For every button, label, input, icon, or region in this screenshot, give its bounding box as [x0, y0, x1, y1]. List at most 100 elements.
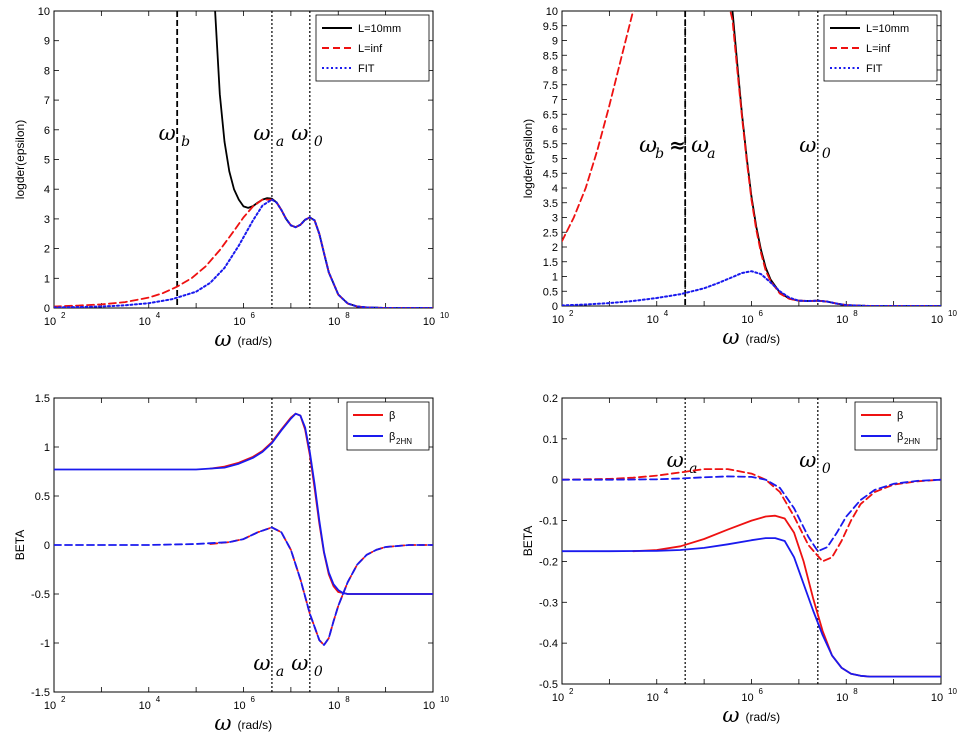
y-tick-label: 4.5 — [543, 168, 558, 180]
reference-line-label: ω — [799, 133, 816, 157]
x-axis-symbol: ω — [722, 703, 739, 727]
x-tick-exponent: 4 — [664, 687, 669, 696]
legend: L=10mm L=inf FIT — [823, 14, 938, 82]
legend-label: L=inf — [866, 43, 891, 55]
legend-label: L=10mm — [358, 23, 401, 35]
series-group — [54, 412, 433, 646]
reference-line-subscript: a — [689, 461, 697, 477]
x-tick-exponent: 8 — [345, 311, 350, 320]
reference-line-label: ω — [253, 121, 270, 145]
bottom-omega-label: ω — [253, 651, 270, 675]
y-tick-label: 7 — [44, 95, 50, 107]
y-axis-label: BETA — [13, 530, 27, 560]
series-line — [562, 468, 941, 563]
y-tick-label: 0.1 — [543, 434, 558, 446]
annotation-sub-a: a — [707, 146, 715, 162]
y-tick-label: 7 — [552, 95, 558, 107]
bottom-omega-label: ω — [291, 651, 308, 675]
x-tick-label: 10 — [836, 314, 848, 326]
x-tick-exponent: 4 — [156, 695, 161, 704]
series-line — [562, 475, 941, 553]
series-line — [54, 526, 433, 646]
x-tick-exponent: 8 — [345, 695, 350, 704]
x-tick-label: 10 — [931, 692, 943, 704]
reference-line-subscript: 0 — [822, 461, 831, 477]
x-tick-label: 10 — [44, 316, 56, 328]
x-tick-label: 10 — [741, 692, 753, 704]
chart-bottom-right: 1021041061081010-0.5-0.4-0.3-0.2-0.100.1… — [521, 393, 957, 727]
y-tick-label: -0.4 — [539, 638, 558, 650]
series-line — [54, 198, 433, 308]
y-tick-label: -0.5 — [539, 679, 558, 691]
x-tick-exponent: 2 — [569, 687, 574, 696]
y-tick-label: 3 — [44, 214, 50, 226]
y-tick-label: -0.3 — [539, 597, 558, 609]
reference-line-subscript: b — [181, 134, 190, 150]
y-tick-label: 10 — [38, 6, 50, 18]
legend-label: β — [897, 410, 903, 422]
series-line — [562, 11, 941, 306]
y-tick-label: -1.5 — [31, 687, 50, 699]
x-axis-label: (rad/s) — [238, 334, 273, 348]
y-tick-label: 3.5 — [543, 198, 558, 210]
series-line — [562, 270, 941, 306]
series-group — [562, 11, 941, 306]
y-tick-label: 8 — [552, 65, 558, 77]
y-axis-label: BETA — [521, 526, 535, 556]
y-tick-label: 10 — [546, 6, 558, 18]
y-tick-label: 2 — [552, 242, 558, 254]
legend-label: L=10mm — [866, 23, 909, 35]
reference-line-label: ω — [799, 448, 816, 472]
annotation-omega-b: ω — [639, 133, 657, 158]
y-tick-label: 8.5 — [543, 50, 558, 62]
x-tick-exponent: 8 — [853, 309, 858, 318]
y-tick-label: 4 — [44, 184, 50, 196]
y-tick-label: 5.5 — [543, 139, 558, 151]
x-tick-label: 10 — [741, 314, 753, 326]
y-tick-label: 2.5 — [543, 227, 558, 239]
annotation-omega-a: ω — [691, 133, 709, 158]
y-tick-label: 9.5 — [543, 21, 558, 33]
x-tick-exponent: 10 — [440, 311, 449, 320]
y-tick-label: 0 — [44, 303, 50, 315]
y-tick-label: 2 — [44, 244, 50, 256]
x-tick-label: 10 — [647, 314, 659, 326]
legend-label: FIT — [358, 63, 375, 75]
x-tick-exponent: 6 — [251, 311, 256, 320]
legend: ββ 2HN — [854, 401, 938, 451]
legend: ββ 2HN — [346, 401, 430, 451]
y-tick-label: 1.5 — [35, 393, 50, 405]
x-tick-exponent: 6 — [251, 695, 256, 704]
y-tick-label: 9 — [552, 36, 558, 48]
x-tick-exponent: 6 — [759, 687, 764, 696]
y-tick-label: 7.5 — [543, 80, 558, 92]
y-axis-label: logder(epsilon) — [521, 119, 535, 198]
x-axis-label: (rad/s) — [746, 332, 781, 346]
reference-line-subscript: a — [276, 134, 284, 150]
reference-line-subscript: 0 — [822, 146, 831, 162]
x-tick-label: 10 — [139, 700, 151, 712]
x-tick-exponent: 4 — [664, 309, 669, 318]
x-axis-symbol: ω — [214, 327, 231, 351]
y-tick-label: 6.5 — [543, 109, 558, 121]
reference-line-label: ω — [667, 448, 684, 472]
chart-bottom-left: 1021041061081010-1.5-1-0.500.511.5BETAω(… — [13, 393, 449, 735]
x-tick-label: 10 — [328, 700, 340, 712]
x-axis-label: (rad/s) — [746, 710, 781, 724]
y-tick-label: 1.5 — [543, 257, 558, 269]
x-axis-symbol: ω — [722, 325, 739, 349]
y-tick-label: 5 — [44, 155, 50, 167]
legend-label: β — [389, 431, 395, 443]
y-tick-label: 1 — [552, 272, 558, 284]
x-tick-label: 10 — [552, 692, 564, 704]
y-tick-label: 9 — [44, 36, 50, 48]
x-tick-label: 10 — [552, 314, 564, 326]
x-tick-exponent: 10 — [440, 695, 449, 704]
y-tick-label: 1 — [44, 273, 50, 285]
y-tick-label: 6 — [552, 124, 558, 136]
x-tick-label: 10 — [647, 692, 659, 704]
legend-box — [346, 401, 430, 451]
legend-box — [854, 401, 938, 451]
y-tick-label: 6 — [44, 125, 50, 137]
